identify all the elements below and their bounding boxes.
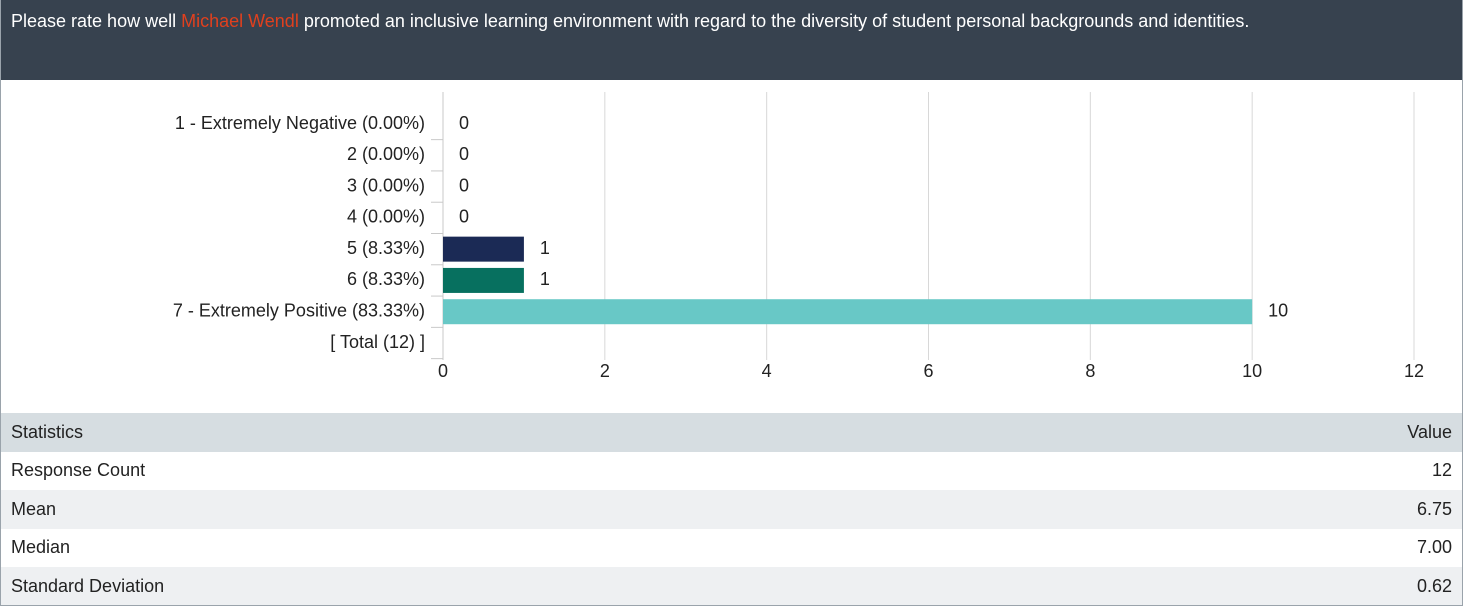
value-label: 1: [540, 269, 550, 289]
y-tick-label: 6 (8.33%): [347, 269, 425, 289]
label-cell: Standard Deviation: [1, 567, 1065, 605]
label-cell: Median: [11, 537, 71, 558]
label-cell: Mean: [1, 490, 1065, 529]
statistics-table: Statistics Value Response Count 12 Mean 6.75 M…: [1, 413, 1462, 605]
y-tick-label: 4 (0.00%): [347, 207, 425, 227]
table-row: Mean 6.75: [1, 490, 1462, 529]
value-cell: 6.75: [1064, 490, 1462, 529]
x-tick-label: 0: [438, 361, 448, 381]
table-row: Median 7.00: [1, 529, 1462, 568]
value-cell: 0.62: [1064, 567, 1462, 605]
value-label: 1: [540, 238, 550, 258]
table-row: Response Count 12: [1, 452, 1462, 491]
bar: [443, 267, 524, 293]
table-row: Standard Deviation 0.62: [1, 567, 1462, 605]
label-cell: Response Count: [11, 460, 146, 481]
x-tick-label: 4: [762, 361, 772, 381]
value-cell: 12: [1431, 460, 1452, 481]
y-tick-label: 7 - Extremely Positive (83.33%): [173, 300, 425, 320]
y-tick-label: 3 (0.00%): [347, 175, 425, 195]
table-header-row: Statistics Value: [1, 413, 1462, 452]
question-text: Please rate how well: [11, 11, 182, 31]
chart: 0 2 4 6 8 10 121 - Extremely Negative (0.00%) 0…: [173, 92, 1424, 381]
question-header: Please rate how well Michael Wendl promo…: [1, 0, 1462, 80]
bar: [443, 236, 524, 262]
y-tick-label: 5 (8.33%): [347, 238, 425, 258]
instructor-name: Michael Wendl: [181, 11, 299, 31]
question-text: promoted an inclusive learning environme…: [298, 11, 1250, 31]
value-label: 0: [459, 207, 469, 227]
value-label: 0: [459, 175, 469, 195]
header-cell: Statistics: [1, 413, 1065, 452]
header-cell: Value: [1064, 413, 1462, 452]
value-cell: 7.00: [1416, 537, 1452, 558]
value-label: 0: [459, 113, 469, 133]
bar: [443, 299, 1253, 325]
x-tick-label: 8: [1085, 361, 1095, 381]
x-tick-label: 12: [1404, 361, 1424, 381]
x-tick-label: 6: [923, 361, 933, 381]
value-label: 0: [459, 144, 469, 164]
y-tick-label: [ Total (12) ]: [330, 332, 425, 352]
x-tick-label: 2: [600, 361, 610, 381]
x-tick-label: 10: [1242, 361, 1262, 381]
y-tick-label: 1 - Extremely Negative (0.00%): [175, 113, 425, 133]
value-label: 10: [1268, 300, 1288, 320]
y-tick-label: 2 (0.00%): [347, 144, 425, 164]
